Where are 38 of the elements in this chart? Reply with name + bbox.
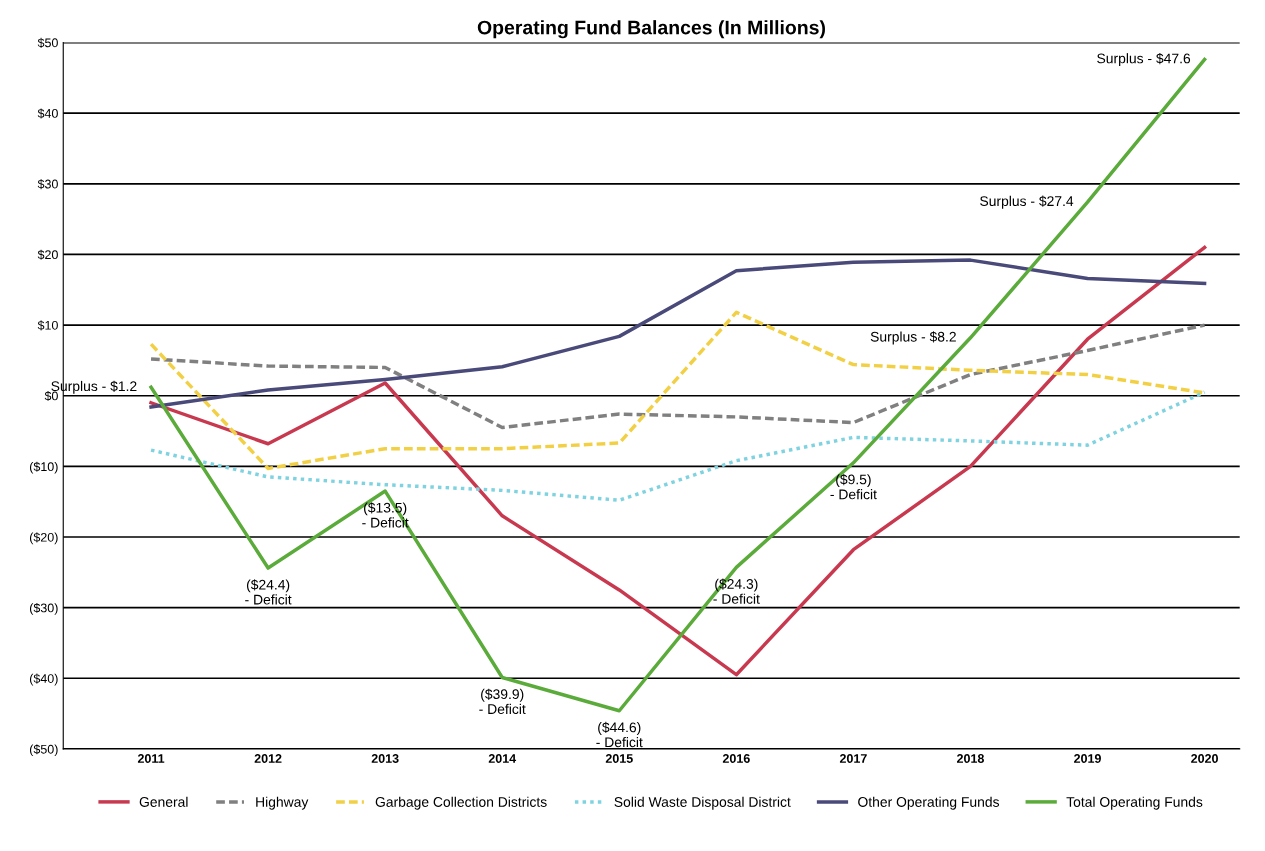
y-tick-label: ($40) [29, 673, 58, 686]
y-tick-label: ($30) [29, 602, 58, 615]
x-tick-label: 2020 [1191, 754, 1218, 763]
x-tick-label: 2014 [488, 754, 517, 763]
legend-label: Garbage Collection Districts [375, 796, 547, 810]
annotation: Surplus - $47.6 [1097, 52, 1191, 67]
y-tick-label: $10 [37, 320, 58, 331]
legend-label: Total Operating Funds [1066, 796, 1203, 810]
x-tick-label: 2018 [956, 754, 984, 763]
chart-title: Operating Fund Balances (In Millions) [477, 20, 825, 39]
x-tick-label: 2011 [137, 754, 165, 763]
x-tick-label: 2017 [839, 754, 867, 763]
legend-label: Solid Waste Disposal District [614, 796, 791, 810]
annotation: Surplus - $27.4 [980, 195, 1074, 209]
y-tick-label: ($20) [29, 532, 58, 545]
line-series [149, 390, 1207, 502]
legend-label: General [139, 796, 188, 807]
y-tick-label: $40 [37, 108, 58, 119]
y-tick-label: $20 [37, 249, 58, 260]
y-tick-label: $50 [37, 37, 58, 48]
y-tick-label: ($50) [29, 744, 58, 757]
x-tick-label: 2013 [371, 754, 399, 763]
annotation: Surplus - $8.2 [870, 331, 956, 345]
x-tick-label: 2015 [605, 754, 633, 763]
line-series [149, 258, 1207, 409]
annotation: ($44.6) - Deficit [596, 721, 643, 748]
line-series [149, 323, 1207, 430]
annotation: ($9.5) - Deficit [830, 473, 877, 500]
legend-label: Other Operating Funds [858, 796, 1000, 810]
line-series [149, 245, 1207, 677]
y-tick-label: $30 [37, 179, 58, 190]
annotation: ($39.9) - Deficit [479, 688, 526, 715]
x-tick-label: 2016 [722, 754, 750, 763]
annotation: ($24.4) - Deficit [245, 579, 292, 605]
y-tick-label: ($10) [29, 461, 58, 474]
legend-label: Highway [256, 796, 309, 810]
x-tick-label: 2019 [1074, 754, 1101, 763]
x-tick-label: 2012 [254, 754, 282, 763]
